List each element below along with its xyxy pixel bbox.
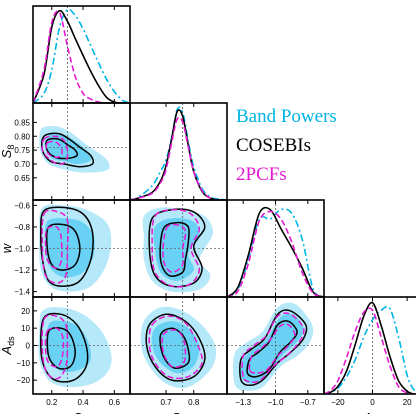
y-tick-label: −10 (16, 359, 30, 368)
x-tick-label: 0.8 (188, 398, 200, 407)
x-tick-label: 0.4 (78, 398, 90, 407)
2pcfs-inner-contour (161, 329, 187, 368)
cosebis-inner-contour (159, 221, 190, 277)
2pcfs-inner-contour (162, 223, 187, 274)
marginal-curve-2pcfs (130, 116, 227, 200)
y-tick-label: −1.2 (14, 266, 30, 275)
y-tick-label: −0.8 (14, 223, 30, 232)
y-tick-label: 0.85 (14, 118, 30, 127)
panel-ads-vs-w (227, 297, 324, 394)
y-tick-label: 20 (21, 307, 30, 316)
cosebis-inner-contour (45, 223, 81, 271)
x-axis-label-ads: Ads (362, 410, 382, 414)
cosebis-inner-contour (246, 320, 298, 378)
x-tick-label: −0.7 (300, 398, 316, 407)
panel-ads-vs-s8 (130, 297, 227, 394)
2pcfs-outer-contour (241, 312, 305, 384)
legend-item-2pcfs: 2PCFs (236, 164, 287, 185)
panel-ads-vs-om (33, 297, 130, 394)
y-tick-label: −1.4 (14, 288, 30, 297)
x-tick-label: −1.0 (268, 398, 284, 407)
2pcfs-inner-contour (45, 140, 63, 159)
cosebis-inner-contour (46, 327, 76, 370)
marginal-curve-cosebis (227, 206, 324, 297)
2pcfs-outer-contour (41, 135, 69, 165)
cosebis-outer-contour (40, 206, 94, 287)
legend-item-cosebis: COSEBIs (236, 135, 311, 156)
band-powers-inner-region (240, 313, 304, 384)
cosebis-outer-contour (239, 309, 308, 387)
x-tick-label: 0.6 (109, 398, 121, 407)
band-powers-inner-region (46, 320, 91, 373)
x-tick-label: 0 (370, 398, 375, 407)
x-axis-label-om: Ωm (73, 410, 90, 414)
x-tick-label: 20 (403, 398, 412, 407)
marginal-curve-band-powers (324, 305, 416, 394)
cosebis-outer-contour (40, 312, 89, 383)
marginal-om (33, 6, 130, 103)
y-axis-label-w: w (0, 242, 14, 253)
x-axis-label-s8: S8 (172, 410, 186, 414)
cosebis-inner-contour (159, 327, 191, 370)
2pcfs-outer-contour (151, 208, 201, 288)
y-tick-label: −20 (16, 376, 30, 385)
marginal-curve-2pcfs (33, 10, 130, 103)
2pcfs-outer-contour (41, 209, 69, 284)
y-tick-label: 0.70 (14, 160, 30, 169)
2pcfs-outer-contour (148, 315, 204, 380)
2pcfs-inner-contour (44, 327, 65, 368)
band-powers-inner-region (45, 218, 95, 278)
marginal-curve-cosebis (130, 109, 227, 200)
y-axis-label-ads: Ads (0, 336, 16, 356)
y-tick-label: −0.6 (14, 201, 30, 210)
y-tick-label: 0.75 (14, 146, 30, 155)
y-tick-label: 10 (21, 324, 30, 333)
x-axis-label-w: w (271, 410, 282, 414)
marginal-curve-2pcfs (324, 307, 416, 394)
2pcfs-inner-contour (44, 225, 63, 269)
x-tick-label: 0.7 (160, 398, 172, 407)
y-axis-label-s8: S8 (0, 145, 16, 159)
panel-s8-vs-om (33, 103, 130, 200)
marginal-s8 (130, 103, 227, 200)
y-tick-label: 0.65 (14, 174, 30, 183)
x-tick-label: −20 (331, 398, 345, 407)
cosebis-outer-contour (40, 132, 95, 168)
y-tick-label: 0.80 (14, 132, 30, 141)
x-tick-label: 0.2 (46, 398, 58, 407)
y-tick-label: 0 (26, 342, 31, 351)
marginal-w (227, 200, 324, 297)
cosebis-inner-contour (45, 137, 79, 160)
legend-item-band-powers: Band Powers (236, 106, 337, 127)
y-tick-label: −1.0 (14, 245, 30, 254)
cosebis-outer-contour (145, 313, 206, 382)
legend: Band Powers COSEBIs 2PCFs (236, 106, 337, 185)
band-powers-inner-region (45, 133, 92, 164)
panel-w-vs-om (33, 200, 130, 297)
cosebis-outer-contour (148, 208, 206, 288)
marginal-ads (324, 297, 416, 394)
marginal-curve-band-powers (130, 106, 227, 200)
panel-w-vs-s8 (130, 200, 227, 297)
x-tick-label: −1.3 (235, 398, 251, 407)
2pcfs-outer-contour (41, 314, 69, 380)
marginal-curve-band-powers (33, 8, 130, 103)
